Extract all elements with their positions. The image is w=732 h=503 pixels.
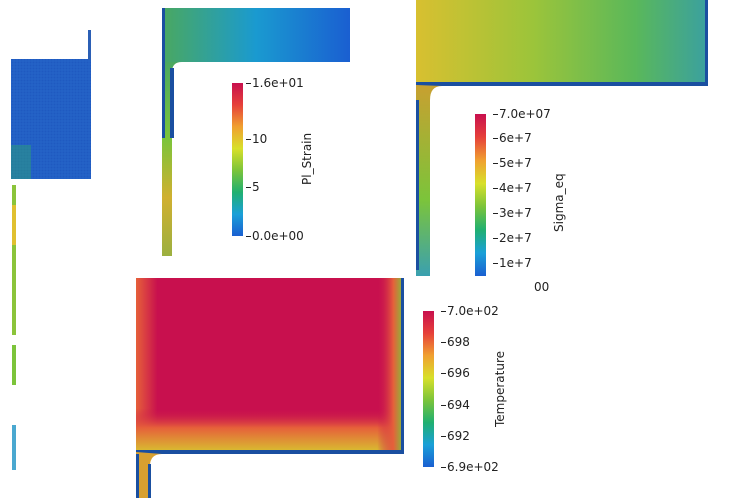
temperature-colorbar-title: Temperature	[493, 350, 507, 427]
temperature-tick-1: 698	[441, 335, 470, 349]
strain-field-top-svg	[162, 8, 350, 256]
temperature-gradient	[423, 311, 434, 467]
temperature-tick-2: 696	[441, 366, 470, 380]
sigma-eq-tick-4: 3e+7	[493, 206, 532, 220]
sigma-eq-tick-3: 4e+7	[493, 181, 532, 195]
sigma-eq-tick-5: 2e+7	[493, 231, 532, 245]
sigma-eq-gradient	[475, 114, 486, 276]
sigma-eq-tick-2: 5e+7	[493, 156, 532, 170]
temperature-field-svg	[136, 278, 404, 498]
temperature-tick-0: 7.0e+02	[441, 304, 499, 318]
pl-strain-tick-10: 10	[245, 132, 268, 146]
stress-field-svg	[416, 0, 708, 276]
strain-field-panel-top	[160, 6, 352, 264]
pl-strain-tick-5: 5	[246, 180, 260, 194]
temperature-field-panel	[132, 276, 408, 499]
sigma-eq-tick-1: 6e+7	[493, 131, 532, 145]
pl-strain-colorbar-title: Pl_Strain	[300, 132, 314, 185]
strain-field-left-svg	[11, 30, 91, 470]
temperature-tick-3: 694	[441, 398, 470, 412]
strain-field-panel-left	[8, 25, 98, 475]
sigma-eq-cut-label: 00	[534, 280, 550, 294]
sigma-eq-tick-6: 1e+7	[493, 256, 532, 270]
temperature-tick-4: 692	[441, 429, 470, 443]
pl-strain-gradient	[232, 83, 243, 236]
sigma-eq-colorbar-title: Sigma_eq	[552, 173, 566, 232]
temperature-tick-5: 6.9e+02	[441, 460, 499, 474]
stress-field-panel	[412, 0, 712, 280]
pl-strain-tick-max: 1.6e+01	[246, 76, 304, 90]
sigma-eq-tick-0: 7.0e+07	[493, 107, 551, 121]
pl-strain-tick-min: 0.0e+00	[246, 229, 304, 243]
